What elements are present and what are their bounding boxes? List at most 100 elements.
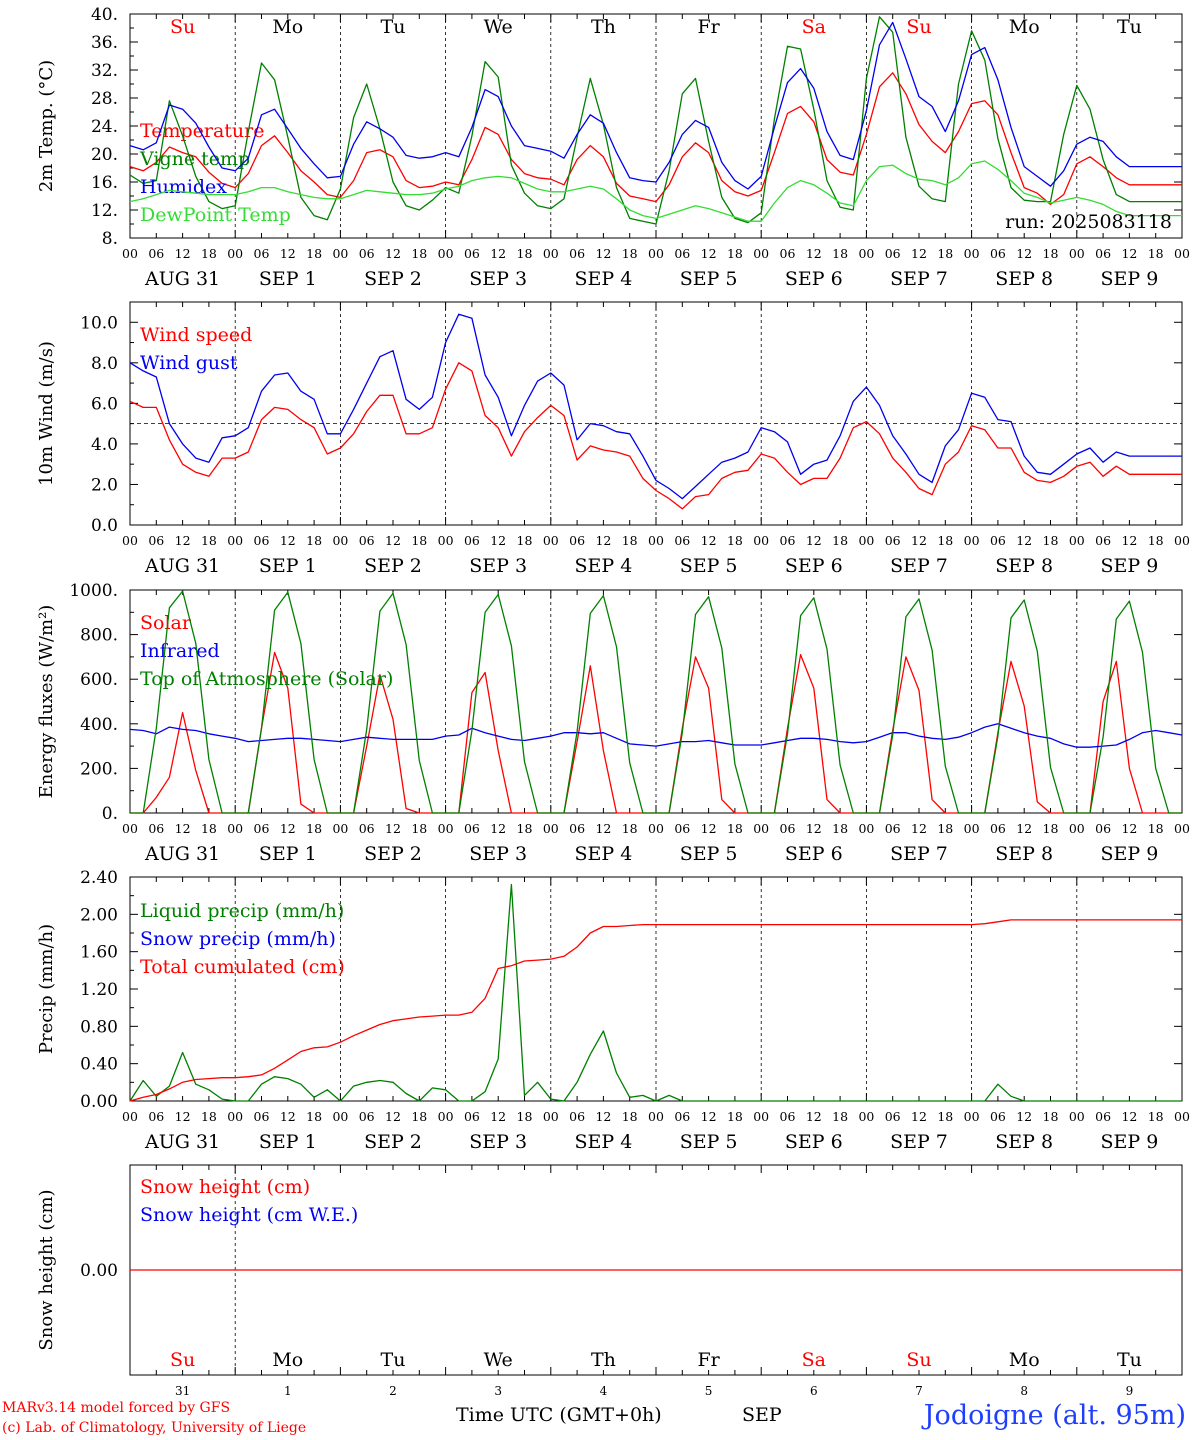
hour-tick-label: 00 xyxy=(1069,533,1085,548)
hour-tick-label: 00 xyxy=(438,533,454,548)
weekday-label: Tu xyxy=(1117,1349,1142,1371)
date-label: SEP 9 xyxy=(1100,1131,1158,1153)
hour-tick-label: 18 xyxy=(832,821,848,836)
hour-tick-label: 06 xyxy=(990,533,1006,548)
date-label: SEP 2 xyxy=(364,268,422,290)
footer-credits: MARv3.14 model forced by GFS (c) Lab. of… xyxy=(2,1398,422,1438)
y-tick-label: 16. xyxy=(91,173,118,193)
date-label: SEP 5 xyxy=(680,843,738,865)
date-label: SEP 4 xyxy=(574,555,632,577)
hour-tick-label: 12 xyxy=(911,821,927,836)
date-label: SEP 8 xyxy=(995,843,1053,865)
hour-tick-label: 18 xyxy=(517,246,533,261)
weekday-label: Fr xyxy=(697,16,720,38)
hour-tick-label: 18 xyxy=(306,1109,322,1124)
date-label: SEP 6 xyxy=(785,555,843,577)
hour-tick-label: 18 xyxy=(201,821,217,836)
date-label: SEP 8 xyxy=(995,1131,1053,1153)
y-axis-label: Snow height (cm) xyxy=(36,1189,57,1350)
hour-tick-label: 06 xyxy=(148,1109,164,1124)
weekday-label: Su xyxy=(906,1349,931,1371)
y-tick-label: 2.40 xyxy=(80,868,118,888)
hour-tick-label: 18 xyxy=(727,821,743,836)
day-number-label: 5 xyxy=(705,1384,713,1398)
hour-tick-label: 06 xyxy=(1095,533,1111,548)
date-label: SEP 6 xyxy=(785,268,843,290)
weekday-label: We xyxy=(484,16,513,38)
hour-tick-label: 12 xyxy=(911,246,927,261)
hour-tick-label: 06 xyxy=(148,533,164,548)
hour-tick-label: 12 xyxy=(385,246,401,261)
day-number-label: 9 xyxy=(1126,1384,1134,1398)
y-tick-label: 0. xyxy=(102,804,118,824)
hour-tick-label: 00 xyxy=(964,533,980,548)
hour-tick-label: 06 xyxy=(464,246,480,261)
hour-tick-label: 00 xyxy=(332,1109,348,1124)
hour-tick-label: 18 xyxy=(832,246,848,261)
hour-tick-label: 12 xyxy=(806,1109,822,1124)
weekday-label: Th xyxy=(591,1349,616,1371)
hour-tick-label: 18 xyxy=(727,533,743,548)
hour-tick-label: 12 xyxy=(1016,821,1032,836)
date-label: AUG 31 xyxy=(144,555,220,577)
hour-tick-label: 06 xyxy=(1095,246,1111,261)
station-title: Jodoigne (alt. 95m) xyxy=(923,1400,1186,1431)
hour-tick-label: 18 xyxy=(727,246,743,261)
hour-tick-label: 18 xyxy=(1043,821,1059,836)
y-tick-label: 0.00 xyxy=(80,1092,118,1112)
hour-tick-label: 06 xyxy=(464,821,480,836)
hour-tick-label: 18 xyxy=(937,533,953,548)
date-label: SEP 2 xyxy=(364,843,422,865)
y-axis-label: 2m Temp. (°C) xyxy=(36,60,57,192)
hour-tick-label: 12 xyxy=(1121,533,1137,548)
weekday-label: Th xyxy=(591,16,616,38)
hour-tick-label: 00 xyxy=(122,1109,138,1124)
hour-tick-label: 00 xyxy=(1069,246,1085,261)
wind-series-1 xyxy=(129,313,1182,500)
date-label: SEP 3 xyxy=(469,268,527,290)
temperature-series-0 xyxy=(129,72,1182,206)
hour-tick-label: 06 xyxy=(464,1109,480,1124)
hour-tick-label: 12 xyxy=(175,1109,191,1124)
hour-tick-label: 00 xyxy=(648,533,664,548)
hour-tick-label: 00 xyxy=(227,246,243,261)
day-number-label: 8 xyxy=(1020,1384,1028,1398)
y-tick-label: 1.60 xyxy=(80,943,118,963)
legend-entry: Wind speed xyxy=(140,324,252,346)
hour-tick-label: 00 xyxy=(858,246,874,261)
hour-tick-label: 18 xyxy=(937,246,953,261)
y-tick-label: 800. xyxy=(80,626,118,646)
date-label: SEP 3 xyxy=(469,555,527,577)
wind-series-0 xyxy=(129,362,1182,510)
y-tick-label: 4.0 xyxy=(91,435,118,455)
hour-tick-label: 00 xyxy=(964,246,980,261)
legend-entry: Total cumulated (cm) xyxy=(140,956,345,978)
hour-tick-label: 06 xyxy=(885,821,901,836)
day-number-label: 3 xyxy=(494,1384,502,1398)
y-tick-label: 0.0 xyxy=(91,516,118,536)
hour-tick-label: 18 xyxy=(1043,533,1059,548)
hour-tick-label: 06 xyxy=(254,246,270,261)
y-axis-label: Energy fluxes (W/m²) xyxy=(36,605,57,799)
hour-tick-label: 06 xyxy=(674,1109,690,1124)
hour-tick-label: 06 xyxy=(148,246,164,261)
weekday-label: Sa xyxy=(802,16,826,38)
weekday-label: Tu xyxy=(381,1349,406,1371)
precip-series-2 xyxy=(129,919,1182,1102)
day-number-label: 1 xyxy=(284,1384,292,1398)
model-credit: MARv3.14 model forced by GFS xyxy=(2,1400,231,1416)
weekday-label: Fr xyxy=(697,1349,720,1371)
hour-tick-label: 12 xyxy=(385,821,401,836)
hour-tick-label: 06 xyxy=(780,821,796,836)
hour-tick-label: 00 xyxy=(1069,821,1085,836)
hour-tick-label: 00 xyxy=(227,821,243,836)
hour-tick-label: 00 xyxy=(227,533,243,548)
hour-tick-label: 12 xyxy=(1121,1109,1137,1124)
y-tick-label: 8. xyxy=(102,229,118,249)
hour-tick-label: 18 xyxy=(622,821,638,836)
hour-tick-label: 18 xyxy=(306,533,322,548)
hour-tick-label: 00 xyxy=(753,533,769,548)
hour-tick-label: 12 xyxy=(280,246,296,261)
hour-tick-label: 18 xyxy=(1148,1109,1164,1124)
date-label: SEP 9 xyxy=(1100,555,1158,577)
